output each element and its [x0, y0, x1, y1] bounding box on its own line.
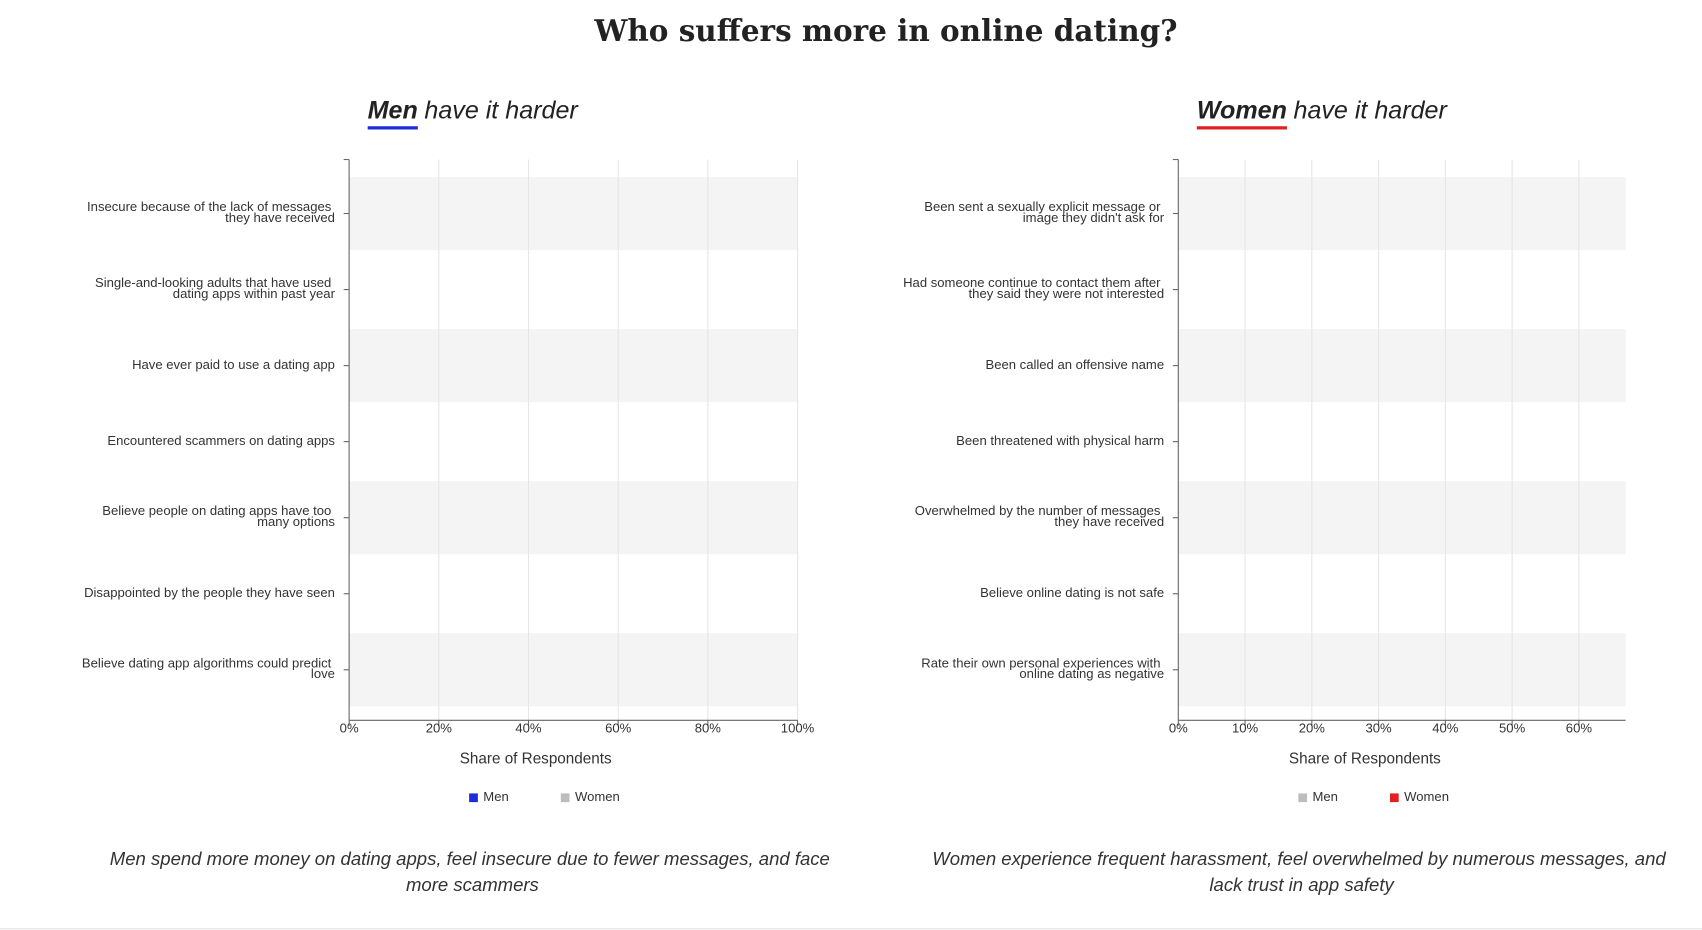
y-tick-label: Believe dating app algorithms could pred… — [82, 656, 335, 682]
x-tick-label: 100% — [781, 720, 815, 735]
row-band — [349, 633, 798, 707]
y-tick-label: Rate their own personal experiences with… — [921, 656, 1164, 682]
y-tick-label: Been sent a sexually explicit message or… — [924, 200, 1165, 226]
y-tick-label: Had someone continue to contact them aft… — [903, 276, 1164, 302]
x-tick-label: 40% — [1432, 720, 1459, 735]
subtitle-rest: have it harder — [424, 96, 579, 124]
y-tick-label: Been threatened with physical harm — [956, 433, 1164, 448]
x-tick-label: 20% — [426, 720, 453, 735]
chart-subtitle: Men have it harder — [368, 96, 580, 124]
y-tick-label: Disappointed by the people they have see… — [84, 585, 335, 600]
y-tick-label: Encountered scammers on dating apps — [107, 433, 335, 448]
legend-swatch — [469, 793, 478, 803]
x-tick-label: 60% — [605, 720, 632, 735]
chart-subtitle: Women have it harder — [1197, 96, 1449, 124]
chart-caption: Women experience frequent harassment, fe… — [932, 848, 1671, 895]
y-tick-label: Believe online dating is not safe — [980, 585, 1164, 600]
y-tick-label: Insecure because of the lack of messages… — [87, 200, 335, 226]
row-band — [349, 176, 798, 251]
y-tick-label: Overwhelmed by the number of messages th… — [915, 504, 1164, 530]
row-band — [1178, 633, 1626, 707]
x-tick-label: 40% — [515, 720, 542, 735]
y-tick-label: Have ever paid to use a dating app — [132, 357, 335, 372]
legend-label: Men — [1313, 789, 1338, 804]
legend-label: Women — [575, 789, 620, 804]
x-tick-label: 60% — [1566, 720, 1593, 735]
row-band — [1178, 481, 1626, 555]
row-band — [1178, 329, 1626, 403]
x-tick-label: 30% — [1366, 720, 1393, 735]
subtitle-emphasis: Men — [368, 96, 418, 124]
legend-swatch — [1298, 793, 1308, 803]
y-tick-label: Single-and-looking adults that have used… — [95, 276, 336, 302]
x-tick-label: 0% — [1169, 720, 1188, 735]
legend-swatch — [560, 793, 570, 803]
x-tick-label: 50% — [1499, 720, 1526, 735]
legend-swatch — [1389, 793, 1399, 803]
row-band — [1178, 176, 1626, 251]
y-tick-label: Been called an offensive name — [985, 357, 1164, 372]
page-title: Who suffers more in online dating? — [593, 13, 1177, 48]
subtitle-emphasis: Women — [1197, 96, 1287, 124]
subtitle-rest: have it harder — [1294, 96, 1449, 124]
x-tick-label: 0% — [340, 720, 359, 735]
x-tick-label: 20% — [1299, 720, 1326, 735]
x-axis-label: Share of Respondents — [1289, 751, 1441, 768]
legend-label: Women — [1404, 789, 1449, 804]
row-band — [349, 329, 798, 403]
legend-label: Men — [483, 789, 508, 804]
row-band — [349, 481, 798, 555]
x-tick-label: 80% — [695, 720, 722, 735]
x-tick-label: 10% — [1232, 720, 1259, 735]
chart-caption: Men spend more money on dating apps, fee… — [110, 848, 835, 895]
x-axis-label: Share of Respondents — [460, 751, 612, 768]
y-tick-label: Believe people on dating apps have too m… — [102, 504, 335, 530]
